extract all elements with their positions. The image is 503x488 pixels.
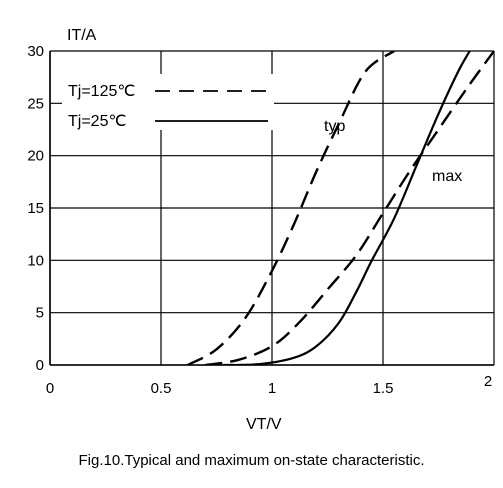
y-tick-label-5: 25	[27, 95, 44, 112]
x-axis-label: VT/V	[246, 416, 282, 433]
x-tick-label-1: 0.5	[151, 380, 172, 397]
figure-caption: Fig.10.Typical and maximum on-state char…	[78, 452, 425, 469]
legend: Tj=125℃ Tj=25℃	[68, 83, 268, 130]
annotation-max: max	[432, 168, 462, 185]
y-tick-label-1: 5	[36, 305, 44, 322]
y-tick-label-3: 15	[27, 200, 44, 217]
series-line-max-1	[205, 51, 495, 365]
y-tick-label-6: 30	[27, 43, 44, 60]
legend-label-1: Tj=25℃	[68, 113, 126, 130]
y-axis-label: IT/A	[67, 27, 97, 44]
x-tick-label-3: 1.5	[373, 380, 394, 397]
chart-background	[0, 0, 503, 452]
x-tick-label-2: 1	[268, 380, 276, 397]
series-line-typ-0	[187, 51, 395, 365]
y-tick-label-4: 20	[27, 148, 44, 165]
x-tick-label-4: 2	[484, 373, 492, 390]
curves	[187, 51, 495, 365]
x-tick-label-0: 0	[46, 380, 54, 397]
tick-labels: 0 5 10 15 20 25 30 0 0.5 1 1.5 2	[27, 43, 492, 397]
y-tick-label-0: 0	[36, 357, 44, 374]
legend-label-0: Tj=125℃	[68, 83, 135, 100]
series-line-tj25-2	[223, 51, 472, 365]
annotation-typ: typ	[324, 118, 345, 135]
y-tick-label-2: 10	[27, 252, 44, 269]
chart: Tj=125℃ Tj=25℃ 0 5 10 15 20 25 30 0 0.5 1 1.5 2 IT/A…	[0, 0, 503, 452]
